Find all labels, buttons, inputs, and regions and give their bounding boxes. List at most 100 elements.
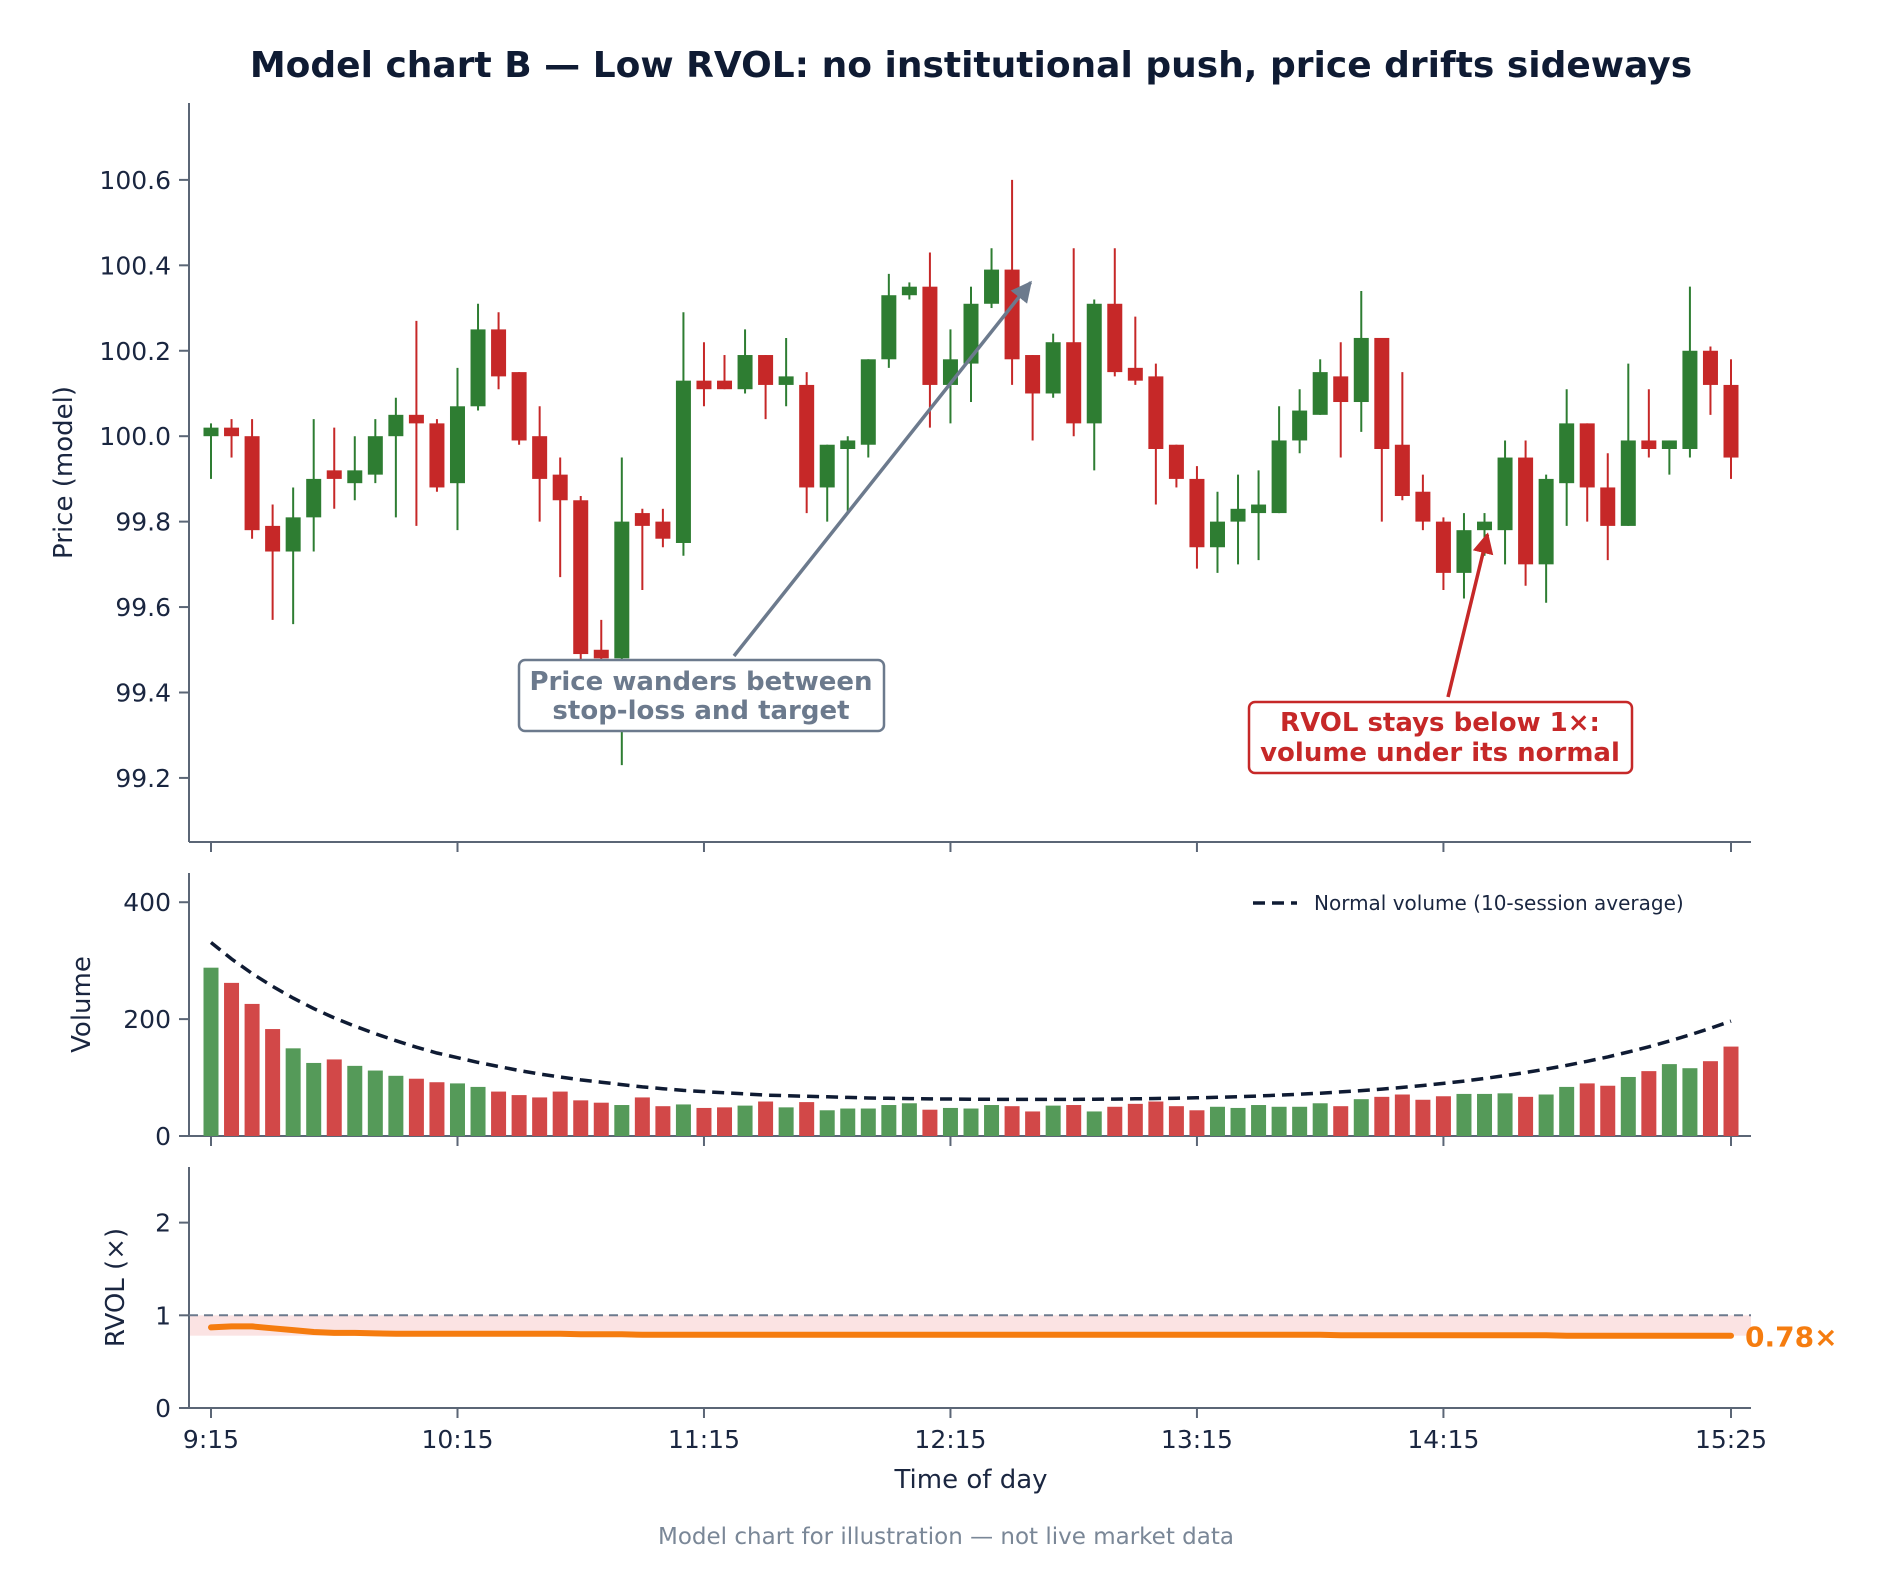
volume-bar-up [1312,1103,1328,1136]
volume-bar-up [1230,1107,1246,1136]
candle-down [758,355,774,385]
candle-up [203,427,219,437]
below-normal-band [190,1315,1751,1336]
candle-up [881,295,897,360]
candle-up [963,303,979,364]
candle-up [1251,504,1267,514]
volume-bar-up [1086,1111,1102,1136]
volume-bar-up [1209,1106,1225,1136]
volume-bar-down [511,1095,527,1136]
y-axis-label: RVOL (×) [101,1228,131,1347]
volume-bar-up [203,967,219,1136]
volume-bar-up [737,1105,753,1136]
candle-up [1209,521,1225,548]
volume-bar-down [1333,1106,1349,1136]
volume-bar-up [1682,1068,1698,1136]
candle-up [1230,508,1246,522]
volume-bar-down [634,1097,650,1136]
candle-up [1538,478,1554,565]
x-tick-label: 12:15 [914,1425,986,1454]
y-tick-label: 100.4 [99,251,171,280]
annotation-arrow-grey [732,280,1032,658]
volume-bar-down [408,1078,424,1136]
candle-up [675,380,691,543]
volume-bar-up [778,1107,794,1136]
candle-up [1353,337,1369,403]
x-tick-label: 13:15 [1161,1425,1233,1454]
annotation-text-red-line1: RVOL stays below 1×: [1280,708,1600,738]
y-tick-label: 99.6 [115,593,171,622]
y-axis-label: Price (model) [49,386,79,559]
volume-panel: 0 200 400 Volume Normal volume (10-session a… [67,873,1751,1151]
volume-bar-up [840,1108,856,1136]
y-tick-label: 100.6 [99,166,171,195]
candle-down [1702,350,1718,385]
annotation-arrow-red [1446,532,1494,698]
y-tick-label: 1 [155,1301,171,1330]
volume-bar-down [1374,1096,1390,1136]
volume-bar-down [1107,1106,1123,1136]
candle-down [1189,478,1205,548]
volume-bar-down [1168,1106,1184,1136]
volume-bar-up [347,1065,363,1136]
candle-up [1271,440,1287,514]
volume-bar-down [799,1102,815,1136]
volume-bar-up [1538,1094,1554,1136]
volume-bar-up [1251,1105,1267,1136]
y-tick-label: 100.2 [99,337,171,366]
volume-bar-up [1271,1106,1287,1136]
volume-bar-up [901,1103,917,1136]
volume-bar-up [984,1105,1000,1136]
volume-bar-down [1025,1111,1041,1136]
x-tick-label: 15:25 [1695,1425,1767,1454]
volume-bar-down [1066,1105,1082,1136]
volume-bar-up [285,1048,301,1136]
volume-bar-down [491,1091,507,1136]
candle-down [408,414,424,424]
volume-bar-up [1045,1105,1061,1136]
candle-down [696,380,712,390]
volume-bar-up [1661,1064,1677,1136]
candle-down [532,436,548,479]
x-tick-label: 14:15 [1407,1425,1479,1454]
candle-down [224,427,240,437]
volume-bar-down [1394,1094,1410,1136]
y-tick-label: 100.0 [99,422,171,451]
x-tick-label: 10:15 [421,1425,493,1454]
y-tick-label: 99.8 [115,508,171,537]
candle-up [347,470,363,484]
volume-bar-up [449,1083,465,1136]
candle-up [819,444,835,488]
volume-bar-down [1415,1099,1431,1136]
x-axis-label: Time of day [893,1465,1047,1495]
candle-up [449,406,465,484]
candle-down [265,525,281,552]
candle-up [1456,530,1472,573]
candle-down [1374,337,1390,450]
candle-up [840,440,856,450]
volume-bar-up [963,1108,979,1136]
candle-down [1025,355,1041,394]
volume-bar-up [1497,1093,1513,1136]
volume-bar-up [614,1105,630,1136]
price-panel: 99.2 99.4 99.6 99.8 100.0 100.2 100.4 100.6 Pric… [49,103,1751,852]
candle-up [1661,440,1677,450]
volume-bar-down [655,1106,671,1136]
volume-bar-up [881,1105,897,1136]
candle-down [1168,444,1184,479]
candle-down [1518,457,1534,565]
y-tick-label: 2 [155,1209,171,1238]
candle-down [326,470,342,479]
candle-up [1086,303,1102,424]
y-tick-label: 99.2 [115,764,171,793]
candle-up [470,329,486,407]
volume-bar-down [1641,1071,1657,1136]
volume-bar-down [265,1029,281,1136]
volume-bar-down [1579,1083,1595,1136]
volume-bar-down [573,1100,589,1136]
candle-down [429,423,445,488]
candle-down [593,649,609,659]
candle-up [367,436,383,475]
volume-bar-down [1518,1096,1534,1136]
